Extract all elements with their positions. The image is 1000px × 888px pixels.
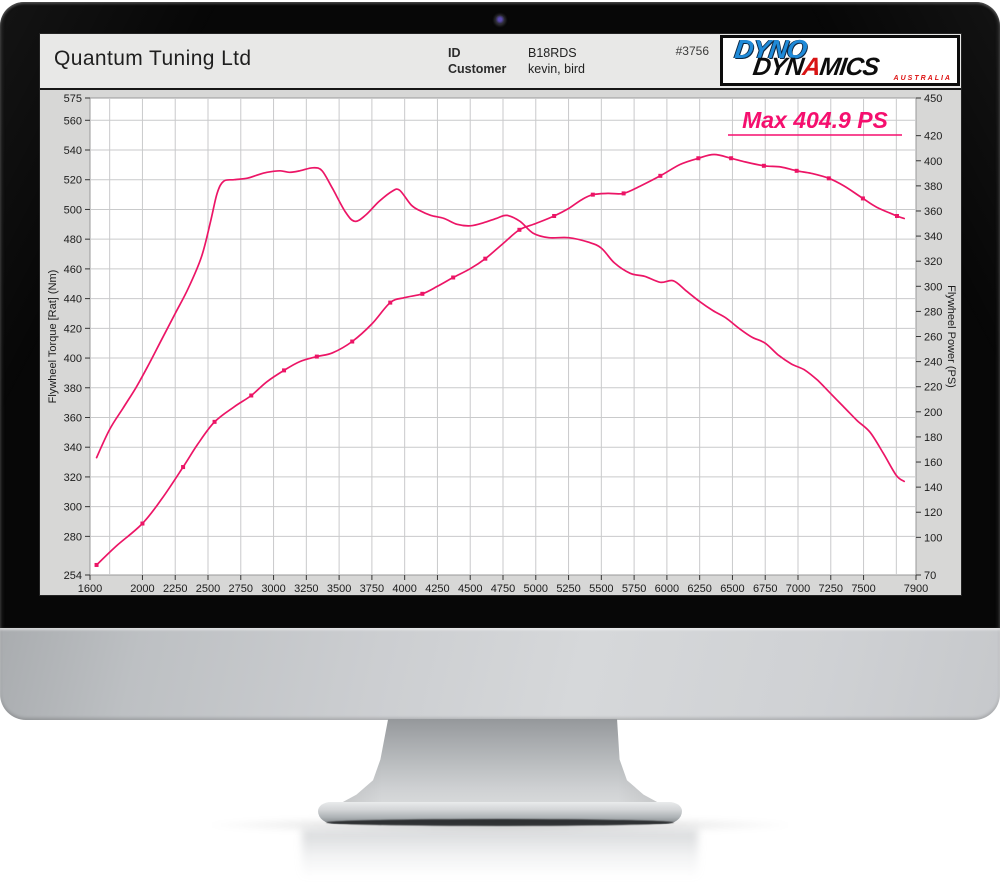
x-tick-label: 5750: [622, 583, 646, 595]
y-right-tick-label: 300: [924, 281, 942, 293]
y-right-tick-label: 340: [924, 231, 942, 243]
y-right-tick-label: 220: [924, 382, 942, 394]
y-left-tick-label: 280: [64, 531, 82, 543]
dyno-dynamics-logo: DYNO DYNAMICS AUSTRALIA: [720, 35, 960, 86]
webcam-icon: [495, 15, 505, 25]
x-tick-label: 4000: [392, 583, 416, 595]
y-right-tick-label: 70: [924, 570, 936, 582]
y-right-tick-label: 140: [924, 482, 942, 494]
axis-tick-labels: 1600 2000 2250 2500 2750 3000 3250 3500 3750 4000…: [64, 93, 943, 595]
y-left-tick-label: 400: [64, 353, 82, 365]
max-power-text: Max 404.9 PS: [742, 107, 888, 133]
y-left-tick-label: 460: [64, 264, 82, 276]
id-label: ID: [448, 46, 461, 60]
axis-ticks: [85, 97, 921, 580]
report-header: Quantum Tuning Ltd ID Customer B18RDS ke…: [40, 34, 961, 90]
monitor-chin: [0, 628, 1000, 720]
y-left-tick-label: 340: [64, 442, 82, 454]
right-axis-title: Flywheel Power (PS): [945, 285, 957, 388]
y-right-tick-label: 400: [924, 156, 942, 168]
stand-reflection: [302, 830, 698, 878]
y-right-tick-label: 280: [924, 306, 942, 318]
y-right-tick-label: 180: [924, 432, 942, 444]
stand-foot-rim: [326, 819, 674, 826]
y-left-tick-label: 500: [64, 204, 82, 216]
x-tick-label: 1600: [78, 583, 102, 595]
x-tick-label: 3250: [294, 583, 318, 595]
x-tick-label: 3750: [360, 583, 384, 595]
gridlines: [90, 98, 916, 575]
screen: Quantum Tuning Ltd ID Customer B18RDS ke…: [40, 34, 961, 595]
x-tick-label: 2000: [130, 583, 154, 595]
x-tick-label: 3500: [327, 583, 351, 595]
run-number: #3756: [675, 44, 709, 58]
y-left-tick-label: 254: [64, 570, 82, 582]
x-tick-label: 5250: [556, 583, 580, 595]
y-right-tick-label: 380: [924, 181, 942, 193]
x-tick-label: 6250: [687, 583, 711, 595]
y-right-tick-label: 200: [924, 407, 942, 419]
company-name: Quantum Tuning Ltd: [54, 47, 252, 70]
x-tick-label: 7000: [786, 583, 810, 595]
logo-word-dynamics: DYNAMICS: [751, 53, 881, 81]
y-right-tick-label: 360: [924, 206, 942, 218]
x-tick-label: 7900: [904, 583, 928, 595]
x-tick-label: 6000: [655, 583, 679, 595]
x-tick-label: 7500: [851, 583, 875, 595]
x-tick-label: 6750: [753, 583, 777, 595]
y-left-tick-label: 540: [64, 145, 82, 157]
y-left-tick-label: 300: [64, 502, 82, 514]
x-tick-label: 2250: [163, 583, 187, 595]
stand-foot: [318, 802, 682, 824]
y-left-tick-label: 560: [64, 115, 82, 127]
x-tick-label: 3000: [261, 583, 285, 595]
y-right-tick-label: 240: [924, 357, 942, 369]
y-right-tick-label: 100: [924, 532, 942, 544]
x-tick-label: 5500: [589, 583, 613, 595]
y-left-tick-label: 320: [64, 472, 82, 484]
run-meta: ID Customer B18RDS kevin, bird: [448, 45, 585, 77]
dyno-chart: 1600 2000 2250 2500 2750 3000 3250 3500 3750 4000…: [47, 93, 957, 595]
y-left-tick-label: 380: [64, 383, 82, 395]
y-left-tick-label: 440: [64, 294, 82, 306]
customer-value: kevin, bird: [528, 62, 585, 76]
y-right-tick-label: 420: [924, 131, 942, 143]
x-tick-label: 2750: [229, 583, 253, 595]
customer-label: Customer: [448, 62, 507, 76]
x-tick-label: 4500: [458, 583, 482, 595]
logo-country: AUSTRALIA: [893, 75, 952, 82]
y-left-tick-label: 360: [64, 412, 82, 424]
y-left-tick-label: 420: [64, 323, 82, 335]
x-tick-label: 2500: [196, 583, 220, 595]
x-tick-label: 4750: [491, 583, 515, 595]
curve-markers-power: [94, 156, 899, 567]
max-power-annotation: Max 404.9 PS: [728, 107, 902, 136]
y-left-tick-label: 575: [64, 93, 82, 105]
curve-torque: [95, 166, 906, 483]
x-tick-label: 4250: [425, 583, 449, 595]
x-tick-label: 7250: [819, 583, 843, 595]
y-left-tick-label: 520: [64, 175, 82, 187]
monitor-bezel: Quantum Tuning Ltd ID Customer B18RDS ke…: [0, 2, 1000, 628]
x-tick-label: 5000: [524, 583, 548, 595]
y-right-tick-label: 120: [924, 507, 942, 519]
id-value: B18RDS: [528, 46, 577, 60]
y-right-tick-label: 160: [924, 457, 942, 469]
y-left-tick-label: 480: [64, 234, 82, 246]
stand-neck: [329, 719, 671, 809]
left-axis-title: Flywheel Torque [Rat] (Nm): [47, 270, 59, 404]
y-right-tick-label: 450: [924, 93, 942, 105]
y-right-tick-label: 260: [924, 332, 942, 344]
x-tick-label: 6500: [720, 583, 744, 595]
y-right-tick-label: 320: [924, 256, 942, 268]
